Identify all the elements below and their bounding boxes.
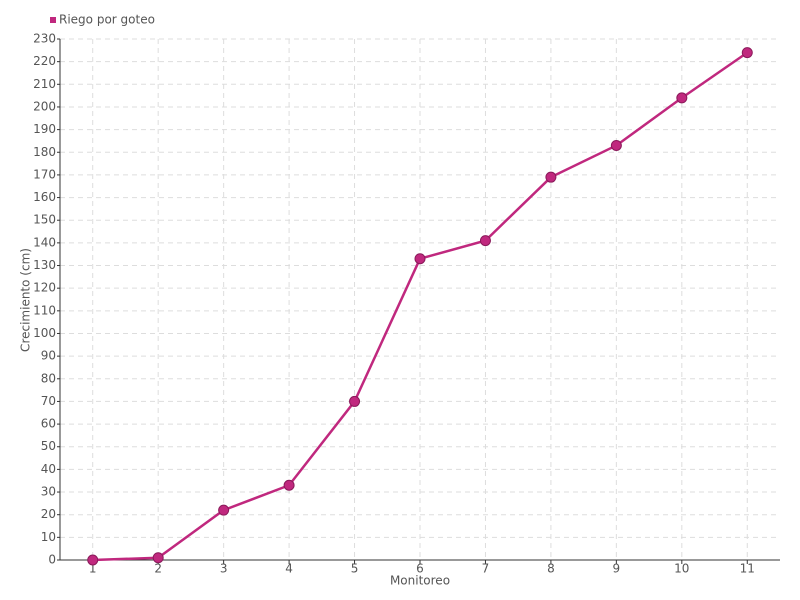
point (545, 171, 557, 183)
y-tick-label: 0 (48, 553, 56, 567)
y-tick-label: 90 (41, 349, 56, 363)
y-tick-label: 30 (41, 485, 56, 499)
y-tick-label: 40 (41, 462, 56, 476)
x-tick-label: 5 (351, 562, 359, 576)
x-axis-label: Monitoreo (390, 574, 450, 588)
point (414, 253, 426, 265)
y-tick-label: 80 (41, 371, 56, 385)
x-tick-label: 2 (154, 562, 162, 576)
x-tick-label: 4 (285, 562, 293, 576)
y-tick-label: 120 (33, 281, 56, 295)
y-tick-label: 110 (33, 303, 56, 317)
y-tick-label: 200 (33, 99, 56, 113)
point (676, 92, 688, 104)
point (87, 554, 99, 566)
x-tick-label: 9 (613, 562, 621, 576)
y-tick-label: 160 (33, 190, 56, 204)
point (610, 139, 622, 151)
y-axis-label: Crecimiento (cm) (19, 248, 33, 352)
point (218, 504, 230, 516)
point (741, 47, 753, 59)
y-tick-label: 150 (33, 213, 56, 227)
point (283, 479, 295, 491)
y-tick-label: 230 (33, 32, 56, 46)
x-tick-label: 3 (220, 562, 228, 576)
x-tick-label: 7 (482, 562, 490, 576)
y-tick-label: 100 (33, 326, 56, 340)
y-tick-label: 10 (41, 530, 56, 544)
y-tick-label: 190 (33, 122, 56, 136)
y-tick-label: 220 (33, 54, 56, 68)
x-tick-label: 8 (547, 562, 555, 576)
legend-label: Riego por goteo (59, 13, 155, 27)
y-tick-label: 210 (33, 77, 56, 91)
point (349, 395, 361, 407)
x-tick-label: 1 (89, 562, 97, 576)
x-tick-label: 6 (416, 562, 424, 576)
x-tick-label: 11 (740, 562, 755, 576)
y-tick-label: 170 (33, 167, 56, 181)
y-tick-label: 70 (41, 394, 56, 408)
y-tick-label: 60 (41, 417, 56, 431)
y-tick-label: 50 (41, 439, 56, 453)
point (479, 235, 491, 247)
legend-swatch (50, 17, 56, 23)
x-tick-label: 10 (674, 562, 689, 576)
y-tick-label: 180 (33, 145, 56, 159)
point (152, 552, 164, 564)
y-tick-label: 140 (33, 235, 56, 249)
y-tick-label: 20 (41, 507, 56, 521)
y-tick-label: 130 (33, 258, 56, 272)
